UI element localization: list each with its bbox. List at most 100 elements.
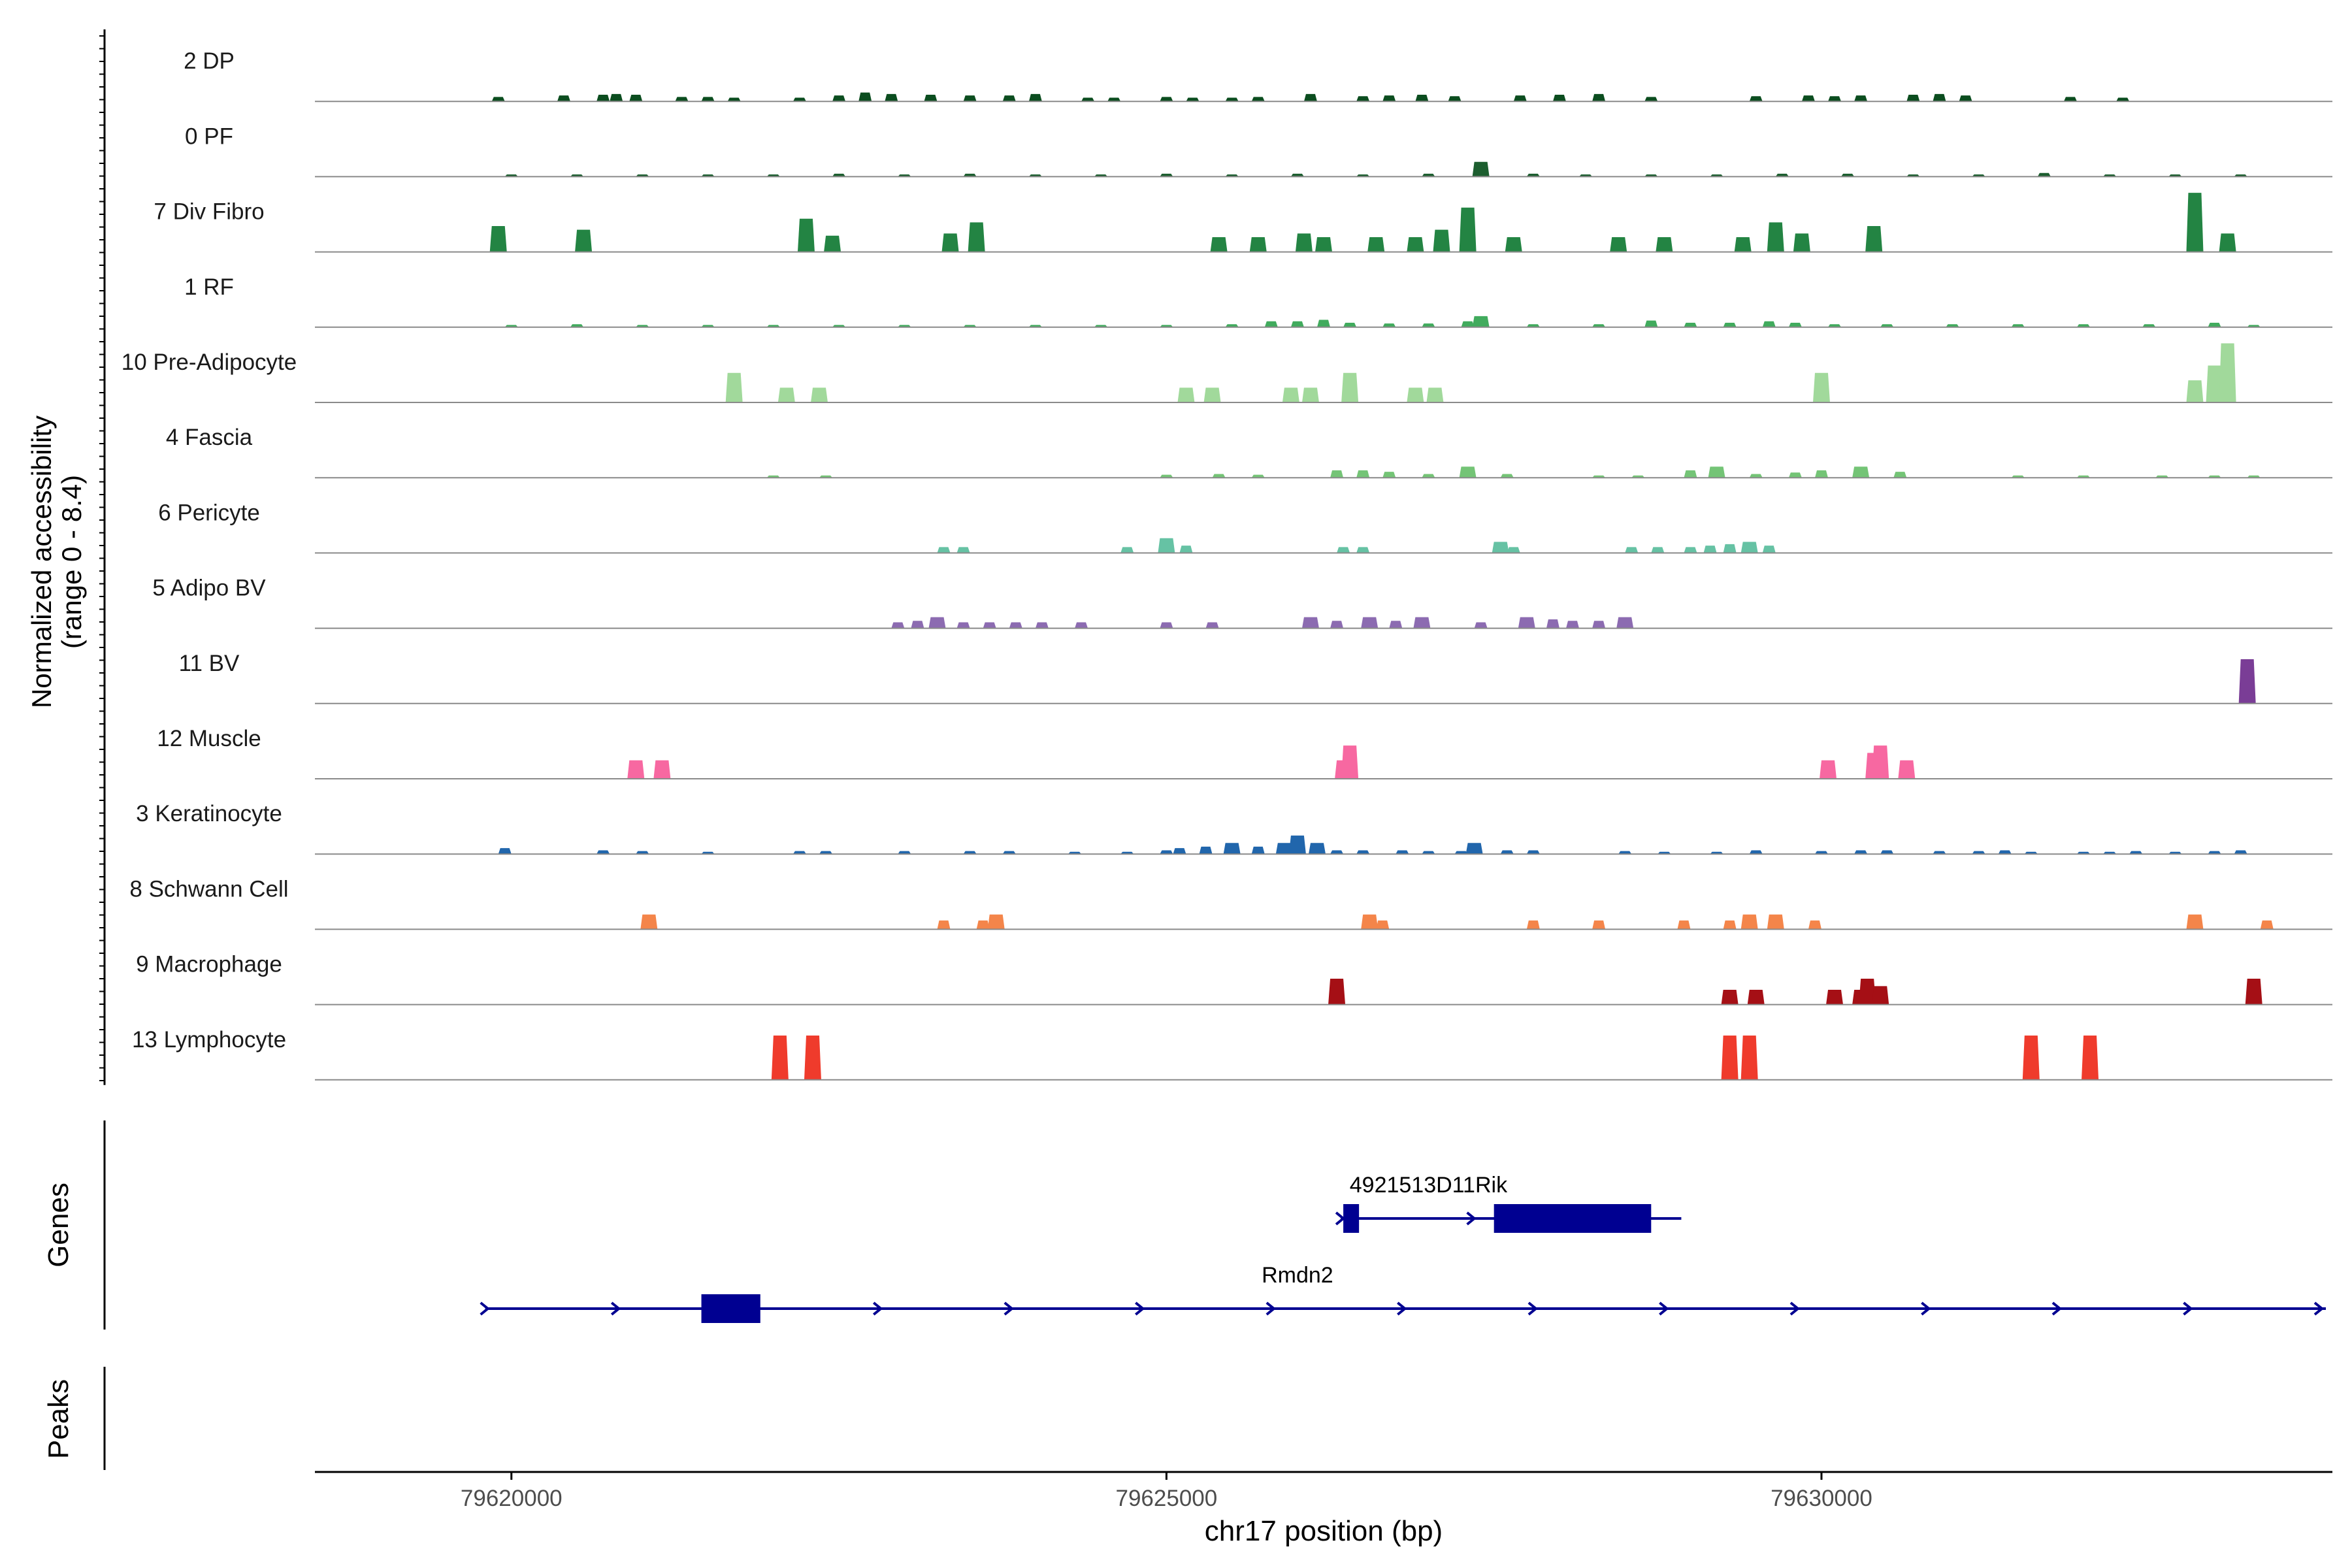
peak-19 <box>1330 850 1344 855</box>
track-9-macrophage: 9 Macrophage <box>136 952 2332 1005</box>
peak-4 <box>629 95 643 102</box>
peak-4 <box>792 851 806 855</box>
peak-10 <box>1651 547 1665 553</box>
gene-track: Genes 4921513D11Rik Rmdn2 <box>42 1120 2326 1330</box>
peak-16 <box>1526 173 1540 177</box>
peak-11 <box>1407 237 1424 252</box>
peak-38 <box>2063 97 2077 102</box>
track-label: 0 PF <box>185 123 233 149</box>
peak-13 <box>963 95 977 102</box>
left-axis: Normalized accessibility (range 0 - 8.4) <box>26 29 106 1085</box>
peak-2 <box>1747 989 1765 1005</box>
track-11-bv: 11 BV <box>179 651 2332 704</box>
peak-32 <box>2142 324 2156 327</box>
strand-arrow <box>1789 1301 1801 1316</box>
peak-2 <box>1160 474 1173 478</box>
peak-6 <box>1526 920 1540 930</box>
peak-14 <box>2260 920 2274 930</box>
peak-14 <box>1002 95 1016 102</box>
peak-20 <box>1225 97 1239 102</box>
peak-6 <box>1872 745 1889 779</box>
peak-7 <box>1492 542 1509 553</box>
peak-21 <box>1251 97 1265 102</box>
peak-1 <box>911 621 924 629</box>
peak-29 <box>1946 324 1959 327</box>
peak-3 <box>1826 989 1844 1005</box>
peak-27 <box>1618 851 1632 855</box>
x-axis-tick-label-2: 79630000 <box>1771 1486 1872 1511</box>
peak-20 <box>1356 850 1370 855</box>
peak-2 <box>928 617 946 629</box>
strand-arrow <box>2313 1301 2325 1316</box>
peak-2 <box>636 851 649 855</box>
peak-11 <box>1160 850 1173 855</box>
peak-2 <box>811 387 828 402</box>
peak-35 <box>1972 851 1985 855</box>
gene-rmdn2: Rmdn2 <box>480 1263 2326 1323</box>
peak-22 <box>1303 93 1317 102</box>
peak-15 <box>1343 323 1357 327</box>
peak-9 <box>1625 547 1639 553</box>
track-4-fascia: 4 Fascia <box>166 425 2332 479</box>
peak-7 <box>2245 979 2262 1005</box>
track-5-adipo-bv: 5 Adipo BV <box>152 576 2332 629</box>
coverage-tracks: 2 DP 0 PF 7 Div Fibro 1 RF 10 Pre-Adipocyte 4… <box>122 48 2332 1081</box>
peak-5 <box>675 97 689 102</box>
peak-8 <box>1160 622 1173 629</box>
peak-7 <box>1382 472 1396 478</box>
peak-36 <box>1998 850 2012 855</box>
peak-7 <box>1075 622 1088 629</box>
peak-5 <box>1282 387 1299 402</box>
peak-6 <box>898 851 911 855</box>
peak-17 <box>1288 835 1306 855</box>
strand-arrow <box>480 1301 490 1316</box>
peak-12 <box>1703 546 1717 553</box>
peak-1 <box>557 95 570 102</box>
peak-13 <box>1199 846 1213 855</box>
track-6-pericyte: 6 Pericyte <box>158 500 2332 554</box>
strand-arrow <box>2051 1301 2063 1316</box>
peak-7 <box>963 173 977 177</box>
peak-5 <box>968 222 985 252</box>
peak-42 <box>2208 851 2221 855</box>
peak-24 <box>1465 843 1483 855</box>
peak-3 <box>610 93 623 102</box>
peak-3 <box>1158 538 1175 553</box>
peak-15 <box>1749 474 1763 478</box>
peak-24 <box>1723 323 1737 327</box>
gene-label: Rmdn2 <box>1262 1263 1333 1288</box>
peak-32 <box>1854 850 1868 855</box>
peak-1 <box>956 547 970 553</box>
peak-33 <box>1880 850 1894 855</box>
peak-33 <box>1828 96 1842 102</box>
peak-9 <box>1315 237 1332 252</box>
peak-36 <box>1933 93 1946 102</box>
peak-16 <box>1382 323 1396 327</box>
peak-18 <box>1160 97 1173 102</box>
peak-13 <box>1684 470 1697 478</box>
peak-21 <box>1592 324 1606 327</box>
peak-7 <box>1592 920 1606 930</box>
y-axis-title-line-1: Normalized accessibility <box>26 416 57 708</box>
peak-6 <box>1301 387 1319 402</box>
strand-arrow <box>872 1301 883 1316</box>
peak-25 <box>1762 321 1776 327</box>
strand-arrow <box>1921 1301 1931 1316</box>
peak-11 <box>2186 380 2204 402</box>
peak-4 <box>983 622 996 629</box>
peak-4 <box>1361 914 1379 930</box>
peak-18 <box>1565 621 1579 629</box>
peak-16 <box>1081 97 1095 102</box>
peak-3 <box>1341 745 1359 779</box>
peak-0 <box>937 547 951 553</box>
peak-7 <box>1898 760 1916 779</box>
peak-34 <box>1854 95 1868 102</box>
peak-17 <box>1734 237 1752 252</box>
peak-12 <box>1433 229 1450 252</box>
peak-0 <box>1328 979 1346 1005</box>
peak-8 <box>1002 851 1016 855</box>
peak-7 <box>727 97 741 102</box>
peak-16 <box>1518 617 1535 629</box>
peak-6 <box>701 97 715 102</box>
track-label: 8 Schwann Cell <box>129 876 288 902</box>
